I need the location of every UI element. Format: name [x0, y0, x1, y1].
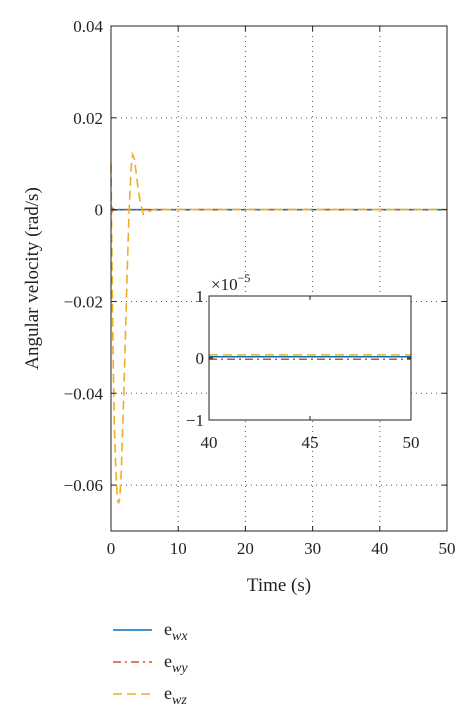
x-tick-label: 20 [237, 539, 254, 558]
x-axis-label: Time (s) [247, 575, 311, 596]
inset-x-tick-label: 40 [201, 433, 218, 452]
legend-label-subscript: wz [172, 693, 187, 708]
inset-x-tick-label: 50 [403, 433, 420, 452]
x-tick-label: 50 [439, 539, 456, 558]
y-tick-label: 0 [95, 201, 104, 220]
plot-frame [110, 25, 448, 532]
legend-label-base: e [164, 619, 172, 639]
legend-label-subscript: wy [172, 661, 188, 676]
main-grid [110, 25, 448, 531]
inset-y-tick-label: −1 [186, 411, 204, 430]
y-tick-label: −0.02 [64, 292, 103, 311]
x-tick-label: 30 [304, 539, 321, 558]
y-tick-label: −0.04 [64, 384, 104, 403]
inset-y-tick-label: 0 [196, 349, 205, 368]
y-tick-label: −0.06 [64, 476, 103, 495]
x-tick-label: 0 [107, 539, 116, 558]
inset-series [209, 354, 411, 360]
legend-label-wx: ewx [164, 619, 188, 644]
legend-label-base: e [164, 651, 172, 671]
inset-y-tick-label: 1 [196, 287, 205, 306]
x-tick-label: 40 [371, 539, 388, 558]
y-tick-label: 0.04 [73, 17, 103, 36]
inset-scale-exponent: −5 [238, 271, 251, 285]
legend-label-base: e [164, 683, 172, 703]
inset-plot: 40 45 50 −1 0 1 ×10−5 [186, 271, 420, 452]
inset-ticks: 40 45 50 −1 0 1 [186, 287, 420, 452]
x-tick-label: 10 [170, 539, 187, 558]
legend-label-wz: ewz [164, 683, 187, 708]
legend-label-wy: ewy [164, 651, 188, 676]
y-axis-label: Angular velocity (rad/s) [22, 187, 43, 370]
inset-x-tick-label: 45 [302, 433, 319, 452]
inset-background [209, 296, 411, 420]
legend-label-subscript: wx [172, 629, 188, 644]
inset-scale-label: ×10−5 [211, 271, 250, 294]
y-tick-label: 0.02 [73, 109, 103, 128]
inset-scale-base: ×10 [211, 275, 238, 294]
